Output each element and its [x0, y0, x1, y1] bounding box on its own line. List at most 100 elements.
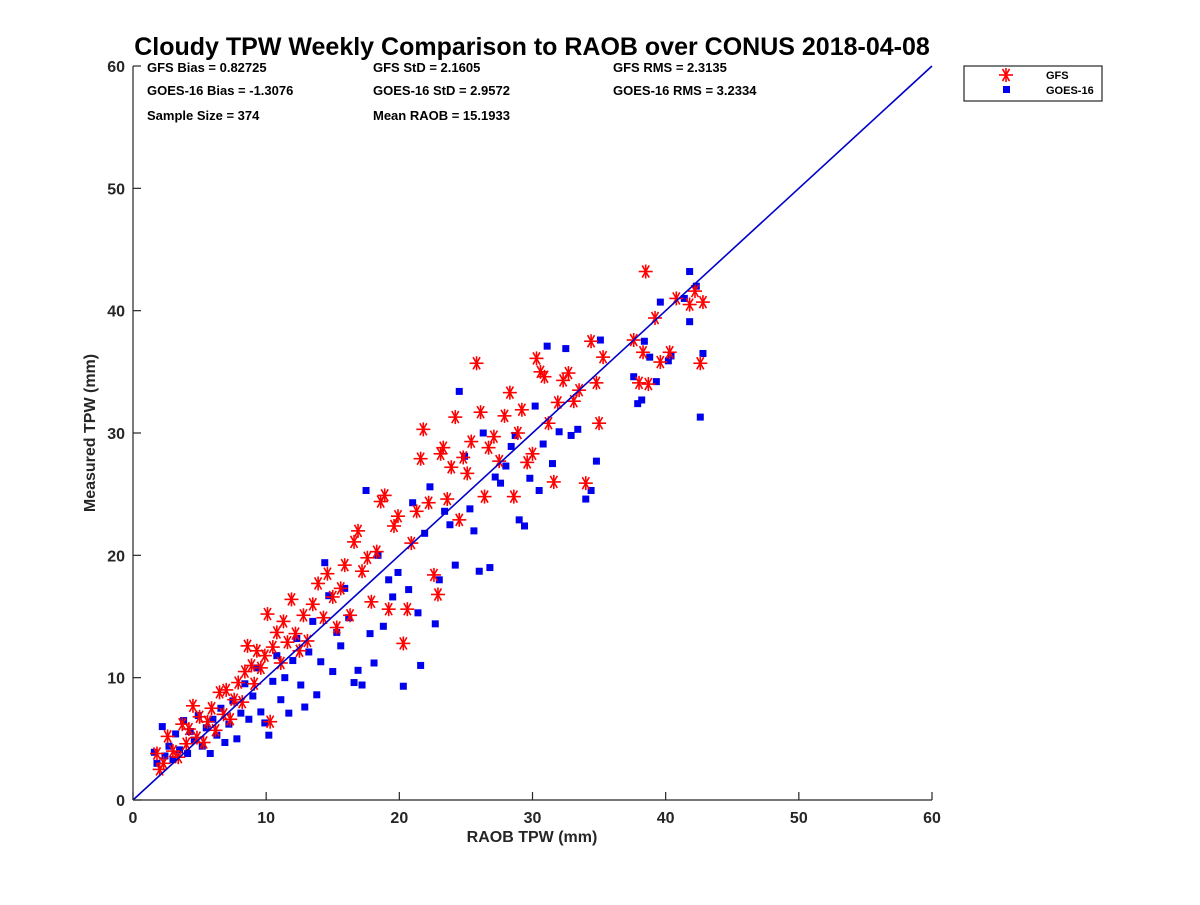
- gfs-point: [351, 523, 366, 538]
- goes16-point: [261, 719, 269, 727]
- goes16-point: [405, 586, 413, 594]
- goes16-point: [640, 337, 648, 345]
- gfs-point: [641, 377, 656, 392]
- goes16-point: [486, 564, 494, 572]
- stat-gfs-std: GFS StD = 2.1605: [373, 60, 480, 75]
- gfs-point: [561, 366, 576, 381]
- goes16-point: [399, 682, 407, 690]
- goes16-point: [241, 680, 249, 688]
- goes16-point: [596, 336, 604, 344]
- gfs-point: [179, 736, 194, 751]
- y-axis-label: Measured TPW (mm): [82, 354, 99, 512]
- goes16-point: [592, 457, 600, 465]
- gfs-point: [165, 744, 180, 759]
- y-tick-label: 10: [107, 671, 125, 688]
- gfs-point: [305, 597, 320, 612]
- x-tick-label: 10: [257, 810, 275, 827]
- gfs-point: [430, 587, 445, 602]
- gfs-point: [444, 460, 459, 475]
- goes16-point: [426, 483, 434, 491]
- goes16-point: [417, 661, 425, 669]
- goes16-point: [169, 756, 177, 764]
- gfs-point: [440, 492, 455, 507]
- goes16-point: [446, 521, 454, 529]
- gfs-point: [546, 474, 561, 489]
- goes16-point: [409, 499, 417, 507]
- goes16-point: [202, 724, 210, 732]
- x-tick-label: 60: [923, 810, 941, 827]
- goes16-point: [638, 396, 646, 404]
- goes16-point: [656, 298, 664, 306]
- goes16-point: [305, 648, 313, 656]
- x-tick-label: 0: [129, 810, 138, 827]
- gfs-point: [452, 512, 467, 527]
- goes16-point: [539, 440, 547, 448]
- goes16-point: [535, 486, 543, 494]
- gfs-point: [200, 714, 215, 729]
- goes16-point: [366, 630, 374, 638]
- goes16-point: [431, 620, 439, 628]
- gfs-point: [464, 434, 479, 449]
- gfs-point: [360, 550, 375, 565]
- gfs-point: [460, 466, 475, 481]
- legend-gfs-marker: [999, 68, 1013, 82]
- y-tick-label: 30: [107, 426, 125, 443]
- gfs-point: [381, 602, 396, 617]
- gfs-point: [416, 422, 431, 437]
- gfs-point: [636, 345, 651, 360]
- goes16-point: [394, 568, 402, 576]
- gfs-point: [369, 544, 384, 559]
- gfs-point: [514, 402, 529, 417]
- gfs-point: [320, 566, 335, 581]
- gfs-point: [364, 594, 379, 609]
- goes16-point: [630, 373, 638, 381]
- legend-goes16-label: GOES-16: [1046, 85, 1094, 97]
- goes16-point: [555, 428, 563, 436]
- goes16-point: [389, 593, 397, 601]
- legend: GFS GOES-16: [963, 65, 1103, 102]
- goes16-point: [699, 349, 707, 357]
- gfs-point: [693, 356, 708, 371]
- goes16-point: [587, 486, 595, 494]
- goes16-point: [358, 681, 366, 689]
- goes16-point: [237, 709, 245, 717]
- series-goes16: [150, 268, 707, 767]
- goes16-point: [531, 402, 539, 410]
- gfs-point: [337, 558, 352, 573]
- gfs-point: [391, 509, 406, 524]
- gfs-point: [325, 589, 340, 604]
- goes16-point: [265, 731, 273, 739]
- plot-area: [132, 65, 933, 801]
- gfs-point: [550, 395, 565, 410]
- legend-goes16-marker: [1003, 86, 1010, 93]
- goes16-point: [634, 400, 642, 408]
- gfs-point: [257, 648, 272, 663]
- goes16-point: [362, 486, 370, 494]
- goes16-point: [285, 709, 293, 717]
- gfs-point: [529, 351, 544, 366]
- goes16-point: [421, 529, 429, 537]
- goes16-point: [441, 507, 449, 515]
- goes16-point: [521, 522, 529, 530]
- stat-gfs-rms: GFS RMS = 2.3135: [613, 60, 727, 75]
- goes16-point: [350, 679, 358, 687]
- goes16-point: [646, 353, 654, 361]
- goes16-point: [176, 746, 184, 754]
- goes16-point: [225, 720, 233, 728]
- goes16-point: [455, 387, 463, 395]
- goes16-point: [466, 505, 474, 513]
- gfs-point: [426, 567, 441, 582]
- gfs-point: [497, 408, 512, 423]
- goes16-point: [245, 715, 253, 723]
- goes16-point: [273, 652, 281, 660]
- gfs-point: [333, 581, 348, 596]
- y-tick-label: 50: [107, 181, 125, 198]
- y-tick-label: 20: [107, 548, 125, 565]
- goes16-point: [502, 462, 510, 470]
- goes16-point: [511, 431, 519, 439]
- gfs-point: [204, 701, 219, 716]
- legend-gfs-label: GFS: [1046, 70, 1069, 82]
- x-axis-label: RAOB TPW (mm): [467, 829, 598, 846]
